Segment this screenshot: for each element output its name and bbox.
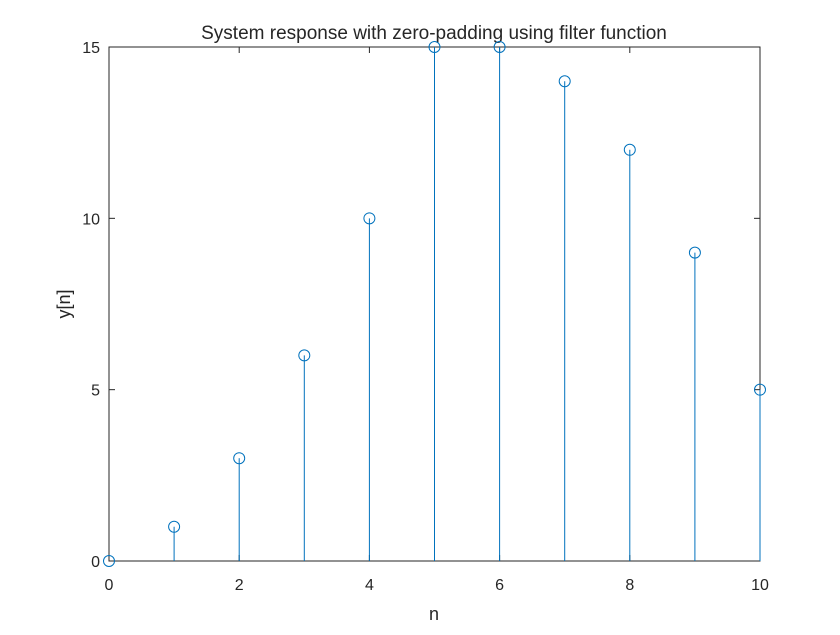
x-tick-label: 2 <box>235 577 244 594</box>
x-tick-label: 0 <box>105 577 114 594</box>
stem-marker <box>558 75 571 88</box>
y-axis-ticks: 0 5 10 15 <box>82 40 760 571</box>
stem-marker <box>428 41 441 53</box>
stem-marker <box>754 383 766 396</box>
y-tick-label: 15 <box>82 40 100 57</box>
y-tick-label: 5 <box>91 383 100 400</box>
stem-marker <box>688 246 701 259</box>
x-tick-label: 8 <box>625 577 634 594</box>
stem-marker <box>103 555 115 567</box>
x-tick-label: 4 <box>365 577 374 594</box>
x-axis-ticks: 0 2 4 6 8 10 <box>105 47 769 594</box>
stem-marker <box>363 212 376 225</box>
stem-marker <box>168 520 181 533</box>
stem-marker <box>233 452 246 465</box>
stem-marker <box>623 143 636 156</box>
x-axis-label: n <box>429 604 439 624</box>
stem-marker <box>493 41 506 53</box>
stem-series <box>103 41 766 567</box>
y-axis-label: y[n] <box>54 289 74 318</box>
stem-marker <box>298 349 311 362</box>
x-tick-label: 6 <box>495 577 504 594</box>
x-tick-label: 10 <box>751 577 769 594</box>
chart-title: System response with zero-padding using … <box>201 23 667 44</box>
y-tick-label: 0 <box>91 554 100 571</box>
y-tick-label: 10 <box>82 211 100 228</box>
